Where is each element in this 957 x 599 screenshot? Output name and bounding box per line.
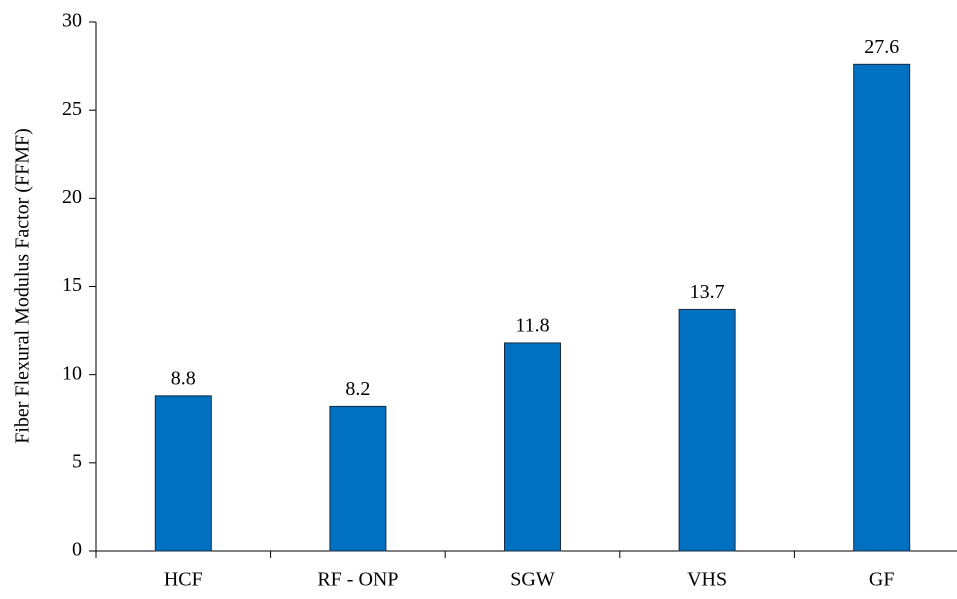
bar [504, 342, 561, 552]
x-tick-label: SGW [510, 569, 555, 591]
y-axis-label: Fiber Flexural Modulus Factor (FFMF) [12, 128, 34, 444]
y-tick-label: 15 [62, 274, 82, 296]
x-tick-label: GF [869, 569, 895, 591]
data-label: 13.7 [690, 281, 725, 303]
data-label: 8.2 [345, 378, 370, 400]
bar [329, 405, 387, 552]
y-tick-label: 5 [72, 450, 82, 472]
bar [678, 308, 736, 552]
x-tick-label: RF - ONP [317, 569, 398, 591]
data-label: 11.8 [515, 315, 549, 337]
y-tick-label: 30 [62, 10, 82, 32]
bar [154, 395, 212, 552]
bar [853, 63, 911, 552]
x-tick-label: HCF [164, 569, 203, 591]
x-tick-label: VHS [687, 569, 727, 591]
y-tick-label: 20 [62, 186, 82, 208]
y-tick-label: 0 [72, 539, 82, 561]
data-label: 27.6 [864, 36, 899, 58]
data-label: 8.8 [171, 367, 196, 389]
y-tick-label: 10 [62, 362, 82, 384]
y-tick-label: 25 [62, 98, 82, 120]
